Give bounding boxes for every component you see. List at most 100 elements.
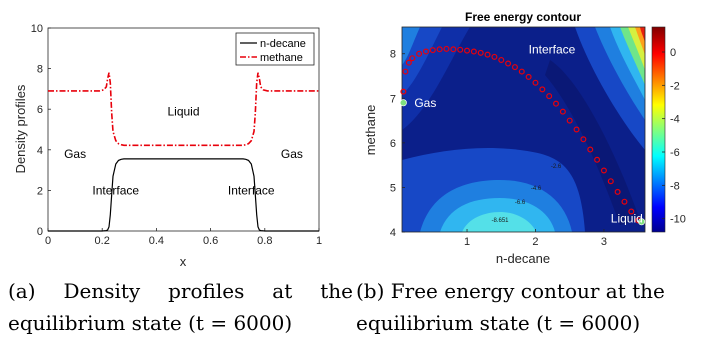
- caption-word: at: [272, 279, 293, 303]
- caption-b-line2: equilibrium state (t = 6000): [356, 311, 641, 335]
- state-point-gas: [399, 99, 407, 107]
- trajectory-point: [402, 68, 409, 75]
- series-line-methane: [48, 72, 319, 147]
- caption-word: (a): [8, 279, 36, 303]
- trajectory-point: [539, 86, 546, 93]
- x-tick-label: 0.6: [203, 235, 218, 247]
- colorbar-tick-label: -6: [670, 147, 680, 159]
- annotation-label: Gas: [64, 147, 86, 161]
- contour-band: [640, 27, 645, 42]
- y-axis-label: Density profiles: [13, 84, 28, 173]
- state-point-liquid: [638, 218, 646, 226]
- trajectory-point: [573, 126, 580, 133]
- trajectory-point: [511, 64, 518, 71]
- caption-b-line1: (b) Free energy contour at the: [356, 279, 665, 303]
- trajectory-point: [607, 178, 614, 185]
- trajectory-point: [470, 48, 477, 55]
- contour-label: -2.6: [551, 164, 562, 170]
- caption-a: (a) Density profiles at the equilibrium …: [8, 275, 353, 339]
- contour-field: [402, 27, 645, 232]
- colorbar-tick-label: -10: [670, 214, 686, 226]
- contour-label: -4.6: [531, 186, 542, 192]
- trajectory-point: [614, 188, 621, 195]
- caption-word: the: [320, 279, 353, 303]
- x-tick-label: 0.2: [95, 235, 110, 247]
- legend: n-decane methane: [235, 32, 315, 66]
- trajectory-point: [498, 56, 505, 63]
- free-energy-contour-chart: Free energy contour -8.651 -6.6 -4.6 -2.6 1…: [363, 10, 686, 266]
- legend-label-methane: methane: [260, 52, 303, 64]
- contour-label: -6.6: [515, 200, 526, 206]
- colorbar: [651, 26, 666, 233]
- y-axis-label: methane: [363, 105, 378, 156]
- trajectory-point: [491, 53, 498, 60]
- trajectory-point: [443, 45, 450, 52]
- annotation-label: Liquid: [611, 212, 643, 226]
- colorbar-tick-label: -8: [670, 180, 680, 192]
- caption-b: (b) Free energy contour at the equilibri…: [356, 275, 706, 339]
- annotation-label: Liquid: [167, 104, 199, 118]
- chart-title: Free energy contour: [465, 10, 581, 24]
- trajectory-point: [450, 46, 457, 53]
- y-tick-label: 6: [390, 138, 396, 150]
- colorbar-tick-label: -2: [670, 80, 680, 92]
- y-tick-label: 6: [37, 104, 43, 116]
- x-tick-label: 0: [45, 235, 51, 247]
- trajectory-point: [532, 79, 539, 86]
- caption-word: profiles: [168, 279, 245, 303]
- trajectory-point: [525, 73, 532, 80]
- trajectory-point: [628, 208, 635, 215]
- trajectory-point: [553, 100, 560, 107]
- caption-word: Density: [63, 279, 141, 303]
- trajectory-point: [429, 47, 436, 54]
- trajectory-point: [436, 46, 443, 53]
- contour-band: [462, 212, 536, 232]
- y-tick-label: 5: [390, 182, 396, 194]
- trajectory-point: [422, 48, 429, 55]
- contour-band: [402, 27, 420, 65]
- x-tick-label: 1: [316, 235, 322, 247]
- plot-area: [47, 27, 320, 232]
- annotation-label: Interface: [529, 42, 576, 56]
- trajectory-point: [416, 50, 423, 57]
- y-tick-label: 8: [390, 49, 396, 61]
- legend-label-n-decane: n-decane: [260, 38, 306, 50]
- trajectory-point: [518, 68, 525, 75]
- trajectory-point: [594, 156, 601, 163]
- trajectory-point: [505, 60, 512, 67]
- series-line-n-decane: [48, 158, 319, 232]
- trajectory-point: [566, 117, 573, 124]
- plot-area: [401, 26, 646, 233]
- legend-box: [235, 32, 315, 66]
- trajectory-point: [457, 46, 464, 53]
- x-axis-label: n-decane: [496, 251, 550, 266]
- y-tick-label: 4: [390, 227, 396, 239]
- trajectory-point: [621, 198, 628, 205]
- annotation-label: Gas: [414, 96, 436, 110]
- y-tick-label: 7: [390, 93, 396, 105]
- y-tick-label: 0: [37, 226, 43, 238]
- trajectory-point: [464, 47, 471, 54]
- caption-a-line1: (a) Density profiles at the: [8, 275, 353, 307]
- x-axis-label: x: [180, 254, 187, 269]
- trajectory-point: [580, 136, 587, 143]
- caption-a-line2: equilibrium state (t = 6000): [8, 311, 293, 335]
- trajectory-point: [546, 93, 553, 100]
- trajectory-point: [405, 59, 412, 66]
- annotation-label: Interface: [92, 183, 139, 197]
- x-tick-label: 1: [464, 236, 470, 248]
- y-tick-label: 10: [31, 23, 43, 35]
- trajectory-point: [484, 51, 491, 58]
- annotation-label: Gas: [281, 147, 303, 161]
- trajectory-point: [559, 108, 566, 115]
- trajectory-point: [600, 167, 607, 174]
- trajectory-point: [477, 49, 484, 56]
- colorbar-tick-label: 0: [670, 47, 676, 59]
- y-tick-label: 8: [37, 64, 43, 76]
- x-tick-label: 0.4: [149, 235, 164, 247]
- trajectory-point: [400, 88, 407, 95]
- trajectory-point: [409, 55, 416, 62]
- contour-band: [545, 60, 640, 225]
- contour-label: -8.651: [491, 218, 509, 224]
